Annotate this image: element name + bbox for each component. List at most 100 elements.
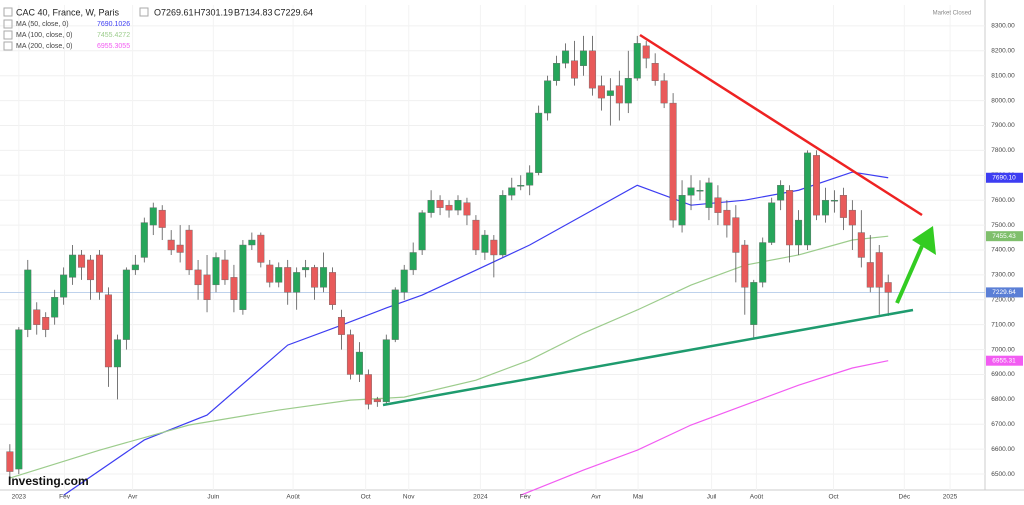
- x-tick-label: 2024: [473, 494, 488, 501]
- legend-value: 7690.1026: [97, 21, 130, 28]
- x-tick-label: Déc: [899, 494, 911, 501]
- candle-body: [759, 242, 767, 283]
- candle-body: [562, 50, 570, 64]
- candle-body: [517, 185, 525, 187]
- x-tick-label: Oct: [361, 494, 371, 501]
- candle-body: [481, 234, 489, 253]
- candle-body: [149, 207, 157, 226]
- candle-body: [813, 155, 821, 216]
- candle-body: [741, 244, 749, 288]
- candle-body: [275, 267, 283, 283]
- y-tick-label: 6700.00: [991, 421, 1015, 428]
- candle-body: [768, 202, 776, 243]
- x-tick-label: Juin: [207, 494, 219, 501]
- candle-body: [588, 50, 596, 89]
- candle-body: [606, 90, 614, 96]
- candle-body: [320, 267, 328, 288]
- candle-body: [185, 229, 193, 271]
- y-tick-label: 7400.00: [991, 247, 1015, 254]
- moving-average: [63, 171, 889, 496]
- y-tick-label: 7000.00: [991, 346, 1015, 353]
- candle-body: [490, 239, 498, 256]
- price-tag-label: 7229.64: [992, 289, 1016, 296]
- candle-body: [839, 195, 847, 218]
- x-tick-label: Fév: [59, 494, 71, 501]
- candle-body: [642, 45, 650, 59]
- y-tick-label: 8300.00: [991, 23, 1015, 30]
- y-tick-label: 7900.00: [991, 122, 1015, 129]
- candle-body: [418, 212, 426, 251]
- y-tick-label: 7300.00: [991, 272, 1015, 279]
- candle-body: [203, 274, 211, 300]
- candle-body: [400, 269, 408, 293]
- candle-body: [553, 63, 561, 81]
- resistance-line: [639, 33, 923, 217]
- x-tick-label: Oct: [828, 494, 838, 501]
- candle-body: [750, 282, 758, 325]
- candle-body: [337, 317, 345, 335]
- icon: [3, 7, 13, 17]
- candle-body: [830, 199, 838, 202]
- candle-body: [391, 289, 399, 340]
- legend-label: MA (100, close, 0): [16, 32, 72, 39]
- icon: [3, 30, 13, 40]
- candle-body: [293, 272, 301, 293]
- candle-body: [158, 209, 166, 228]
- candle-body: [15, 329, 23, 470]
- candle-body: [140, 222, 148, 258]
- x-tick-label: Avr: [128, 494, 138, 501]
- candle-body: [884, 282, 892, 293]
- candle-body: [526, 172, 534, 186]
- price-tag-label: 6955.31: [992, 357, 1016, 364]
- candle-body: [445, 204, 453, 211]
- candle-body: [6, 451, 14, 472]
- y-tick-label: 7200.00: [991, 296, 1015, 303]
- x-tick-label: 2023: [12, 494, 27, 501]
- ohlc-high: H7301.19: [194, 7, 233, 17]
- x-tick-label: Août: [286, 494, 300, 501]
- candle-body: [284, 267, 292, 293]
- candle-body: [122, 269, 130, 340]
- grid: [0, 5, 985, 490]
- legend-value: 7455.4272: [97, 32, 130, 39]
- candle-body: [176, 244, 184, 253]
- candle-body: [266, 264, 274, 283]
- moving-average: [9, 235, 889, 479]
- y-tick-label: 7500.00: [991, 222, 1015, 229]
- x-tick-label: Nov: [403, 494, 415, 501]
- candle-body: [499, 195, 507, 256]
- candle-body: [866, 262, 874, 288]
- price-tag-label: 7455.43: [992, 233, 1016, 240]
- candle-body: [194, 269, 202, 286]
- arrow-shaft: [895, 245, 924, 304]
- moving-average: [520, 360, 889, 496]
- candle-body: [678, 195, 686, 226]
- candle-body: [875, 252, 883, 288]
- y-tick-label: 8100.00: [991, 72, 1015, 79]
- candle-body: [382, 339, 390, 403]
- candle-body: [329, 272, 337, 305]
- arrow-head: [912, 226, 936, 255]
- candle-body: [571, 60, 579, 79]
- price-tag: [986, 355, 1023, 366]
- support-line: [382, 308, 914, 407]
- candle-body: [104, 294, 112, 368]
- candle-body: [131, 264, 139, 271]
- candle-body: [221, 259, 229, 281]
- x-tick-label: Fév: [520, 494, 532, 501]
- candle-body: [60, 274, 68, 298]
- candle-body: [454, 199, 462, 211]
- candle-body: [723, 209, 731, 226]
- y-tick-label: 7600.00: [991, 197, 1015, 204]
- candle-body: [230, 277, 238, 300]
- candle-body: [248, 239, 256, 246]
- candle-body: [732, 217, 740, 253]
- legend-value: 6955.3055: [97, 43, 130, 50]
- y-tick-label: 7100.00: [991, 321, 1015, 328]
- logo: Investing.com: [8, 474, 89, 488]
- legend-label: MA (50, close, 0): [16, 21, 69, 28]
- candle-body: [113, 339, 121, 368]
- price-tag: [986, 287, 1023, 298]
